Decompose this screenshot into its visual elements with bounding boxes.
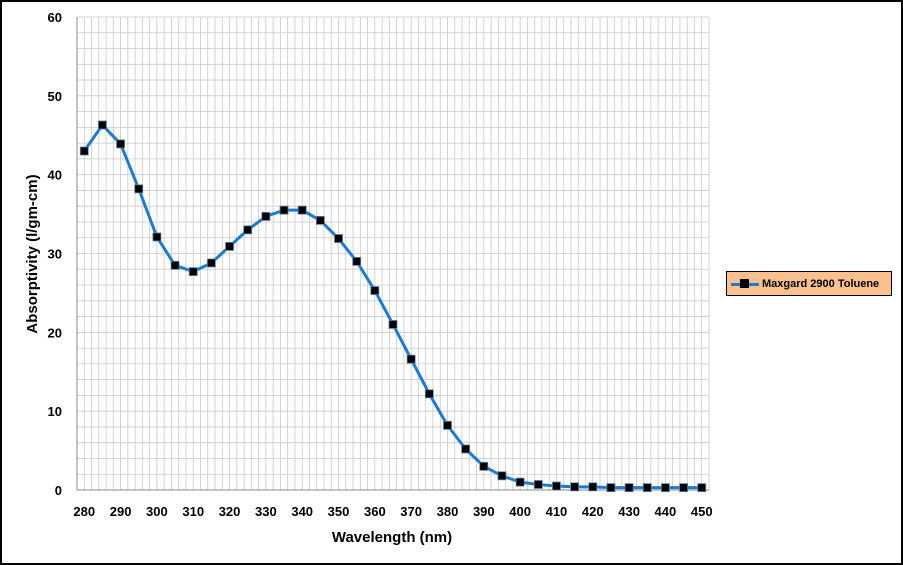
- data-point: [479, 461, 489, 471]
- data-point: [443, 420, 452, 430]
- data-point: [152, 232, 162, 242]
- x-tick-label: 290: [110, 504, 132, 519]
- data-point: [206, 258, 216, 268]
- y-tick-label: 50: [48, 89, 62, 104]
- x-tick-label: 370: [400, 504, 422, 519]
- y-tick-label: 40: [48, 168, 62, 183]
- x-tick-label: 440: [655, 504, 677, 519]
- x-tick-label: 340: [291, 504, 313, 519]
- data-point: [334, 234, 343, 243]
- data-point: [79, 146, 89, 156]
- grid: [76, 16, 710, 491]
- data-point: [697, 483, 707, 493]
- data-point: [679, 483, 688, 493]
- data-point: [588, 482, 598, 492]
- data-point: [570, 482, 580, 492]
- x-tick-label: 320: [219, 504, 241, 519]
- x-tick-label: 380: [437, 504, 459, 519]
- data-point: [134, 184, 144, 194]
- axes: [76, 17, 709, 491]
- data-point: [261, 212, 271, 221]
- data-point: [461, 444, 471, 454]
- data-point: [642, 483, 652, 493]
- data-point: [624, 483, 634, 493]
- tick-labels: 280 290 300 310 320 330 340 350 360 370 380 390 400 4…: [48, 10, 713, 519]
- x-tick-label: 420: [582, 504, 604, 519]
- data-point: [497, 471, 507, 481]
- data-point: [533, 480, 543, 489]
- data-point: [243, 225, 253, 235]
- x-tick-label: 310: [182, 504, 204, 519]
- x-tick-label: 350: [328, 504, 350, 519]
- y-tick-label: 30: [48, 247, 62, 262]
- data-point: [188, 267, 198, 277]
- data-point: [388, 320, 398, 329]
- data-point: [297, 205, 307, 215]
- x-tick-label: 330: [255, 504, 277, 519]
- y-tick-label: 60: [48, 10, 62, 25]
- x-tick-label: 410: [546, 504, 568, 519]
- data-point: [352, 256, 362, 266]
- series-layer: [79, 120, 707, 493]
- x-tick-label: 280: [73, 504, 95, 519]
- data-point: [170, 260, 180, 270]
- legend: Maxgard 2900 Toluene: [726, 271, 892, 296]
- data-point: [315, 215, 325, 225]
- data-point: [606, 483, 616, 493]
- data-point: [225, 242, 234, 251]
- y-axis-title: Absorptivity (l/gm-cm): [24, 174, 41, 333]
- data-point: [661, 483, 670, 493]
- data-point: [370, 286, 380, 295]
- data-point: [116, 139, 125, 149]
- y-tick-label: 0: [55, 483, 62, 498]
- x-tick-label: 300: [146, 504, 168, 519]
- data-point: [279, 205, 289, 215]
- x-tick-label: 360: [364, 504, 386, 519]
- legend-label: Maxgard 2900 Toluene: [762, 277, 880, 290]
- x-tick-label: 390: [473, 504, 495, 519]
- x-tick-label: 400: [509, 504, 531, 519]
- x-tick-label: 450: [691, 504, 713, 519]
- series-line: [83, 123, 702, 490]
- data-point: [98, 120, 107, 130]
- y-tick-label: 10: [48, 404, 62, 419]
- data-point: [552, 481, 561, 491]
- x-tick-label: 430: [618, 504, 640, 519]
- x-axis-title: Wavelength (nm): [332, 529, 452, 546]
- legend-line-sample: [731, 278, 759, 290]
- y-tick-label: 20: [48, 325, 62, 340]
- data-point: [515, 477, 525, 487]
- data-point: [406, 354, 416, 364]
- data-point: [424, 389, 434, 399]
